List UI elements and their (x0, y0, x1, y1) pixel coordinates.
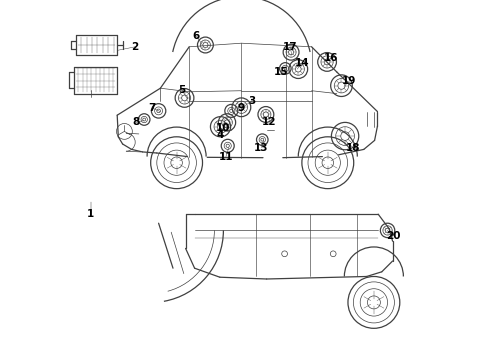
Text: 13: 13 (254, 143, 269, 153)
Text: 10: 10 (216, 123, 231, 133)
Text: 16: 16 (324, 53, 339, 63)
Text: 18: 18 (346, 143, 360, 153)
Text: 4: 4 (216, 130, 223, 140)
Text: 15: 15 (274, 67, 288, 77)
Text: 14: 14 (294, 58, 309, 68)
Text: 20: 20 (386, 231, 400, 241)
Text: 3: 3 (248, 96, 256, 106)
Text: 7: 7 (148, 103, 156, 113)
Text: 5: 5 (178, 85, 186, 95)
Text: 2: 2 (132, 42, 139, 52)
Text: 11: 11 (219, 152, 233, 162)
Text: 12: 12 (262, 117, 277, 127)
Text: 8: 8 (132, 117, 140, 127)
Text: 1: 1 (87, 209, 95, 219)
Text: 19: 19 (342, 76, 357, 86)
Text: 6: 6 (193, 31, 200, 41)
Text: 9: 9 (238, 103, 245, 113)
Text: 17: 17 (283, 42, 297, 52)
